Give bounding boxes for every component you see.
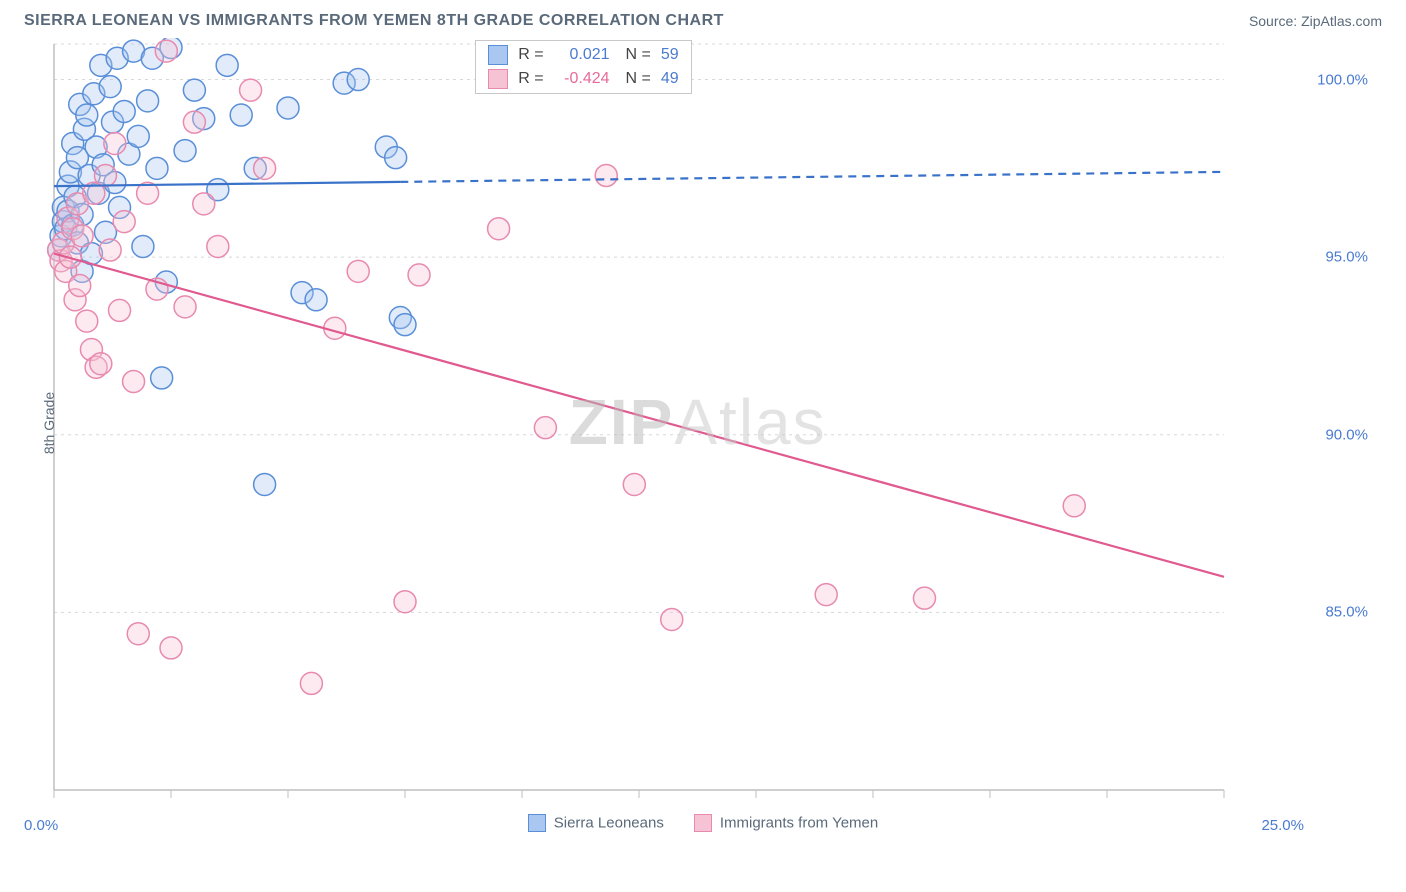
x-tick-max: 25.0% xyxy=(1261,817,1304,834)
chart-container: 8th Grade 85.0%90.0%95.0%100.0% 0.0% 25.… xyxy=(24,38,1304,808)
legend-item: Sierra Leoneans xyxy=(528,814,664,832)
source-label: Source: xyxy=(1249,13,1301,29)
chart-title: SIERRA LEONEAN VS IMMIGRANTS FROM YEMEN … xyxy=(24,12,724,30)
legend-label: Immigrants from Yemen xyxy=(720,815,878,832)
r-value: 0.021 xyxy=(554,46,610,64)
n-value: 49 xyxy=(661,70,679,88)
correlation-stats-box: R = 0.021 N = 59 R = -0.424 N = 49 xyxy=(475,40,691,94)
stats-row: R = 0.021 N = 59 xyxy=(476,43,690,67)
r-label: R = xyxy=(518,46,543,64)
y-tick-label: 85.0% xyxy=(1325,604,1368,621)
r-label: R = xyxy=(518,70,543,88)
n-label: N = xyxy=(626,46,651,64)
legend-swatch xyxy=(694,814,712,832)
chart-source: Source: ZipAtlas.com xyxy=(1249,13,1382,29)
source-link[interactable]: ZipAtlas.com xyxy=(1301,13,1382,29)
stats-swatch xyxy=(488,69,508,89)
legend-label: Sierra Leoneans xyxy=(554,815,664,832)
scatter-plot xyxy=(24,38,1304,808)
legend-item: Immigrants from Yemen xyxy=(694,814,878,832)
stats-row: R = -0.424 N = 49 xyxy=(476,67,690,91)
y-axis-label: 8th Grade xyxy=(41,392,57,454)
stats-swatch xyxy=(488,45,508,65)
y-tick-label: 90.0% xyxy=(1325,426,1368,443)
legend-swatch xyxy=(528,814,546,832)
legend-bottom: Sierra Leoneans Immigrants from Yemen xyxy=(0,808,1406,832)
n-value: 59 xyxy=(661,46,679,64)
chart-header: SIERRA LEONEAN VS IMMIGRANTS FROM YEMEN … xyxy=(0,0,1406,38)
x-tick-min: 0.0% xyxy=(24,817,58,834)
n-label: N = xyxy=(626,70,651,88)
y-tick-label: 95.0% xyxy=(1325,249,1368,266)
y-tick-label: 100.0% xyxy=(1317,71,1368,88)
r-value: -0.424 xyxy=(554,70,610,88)
